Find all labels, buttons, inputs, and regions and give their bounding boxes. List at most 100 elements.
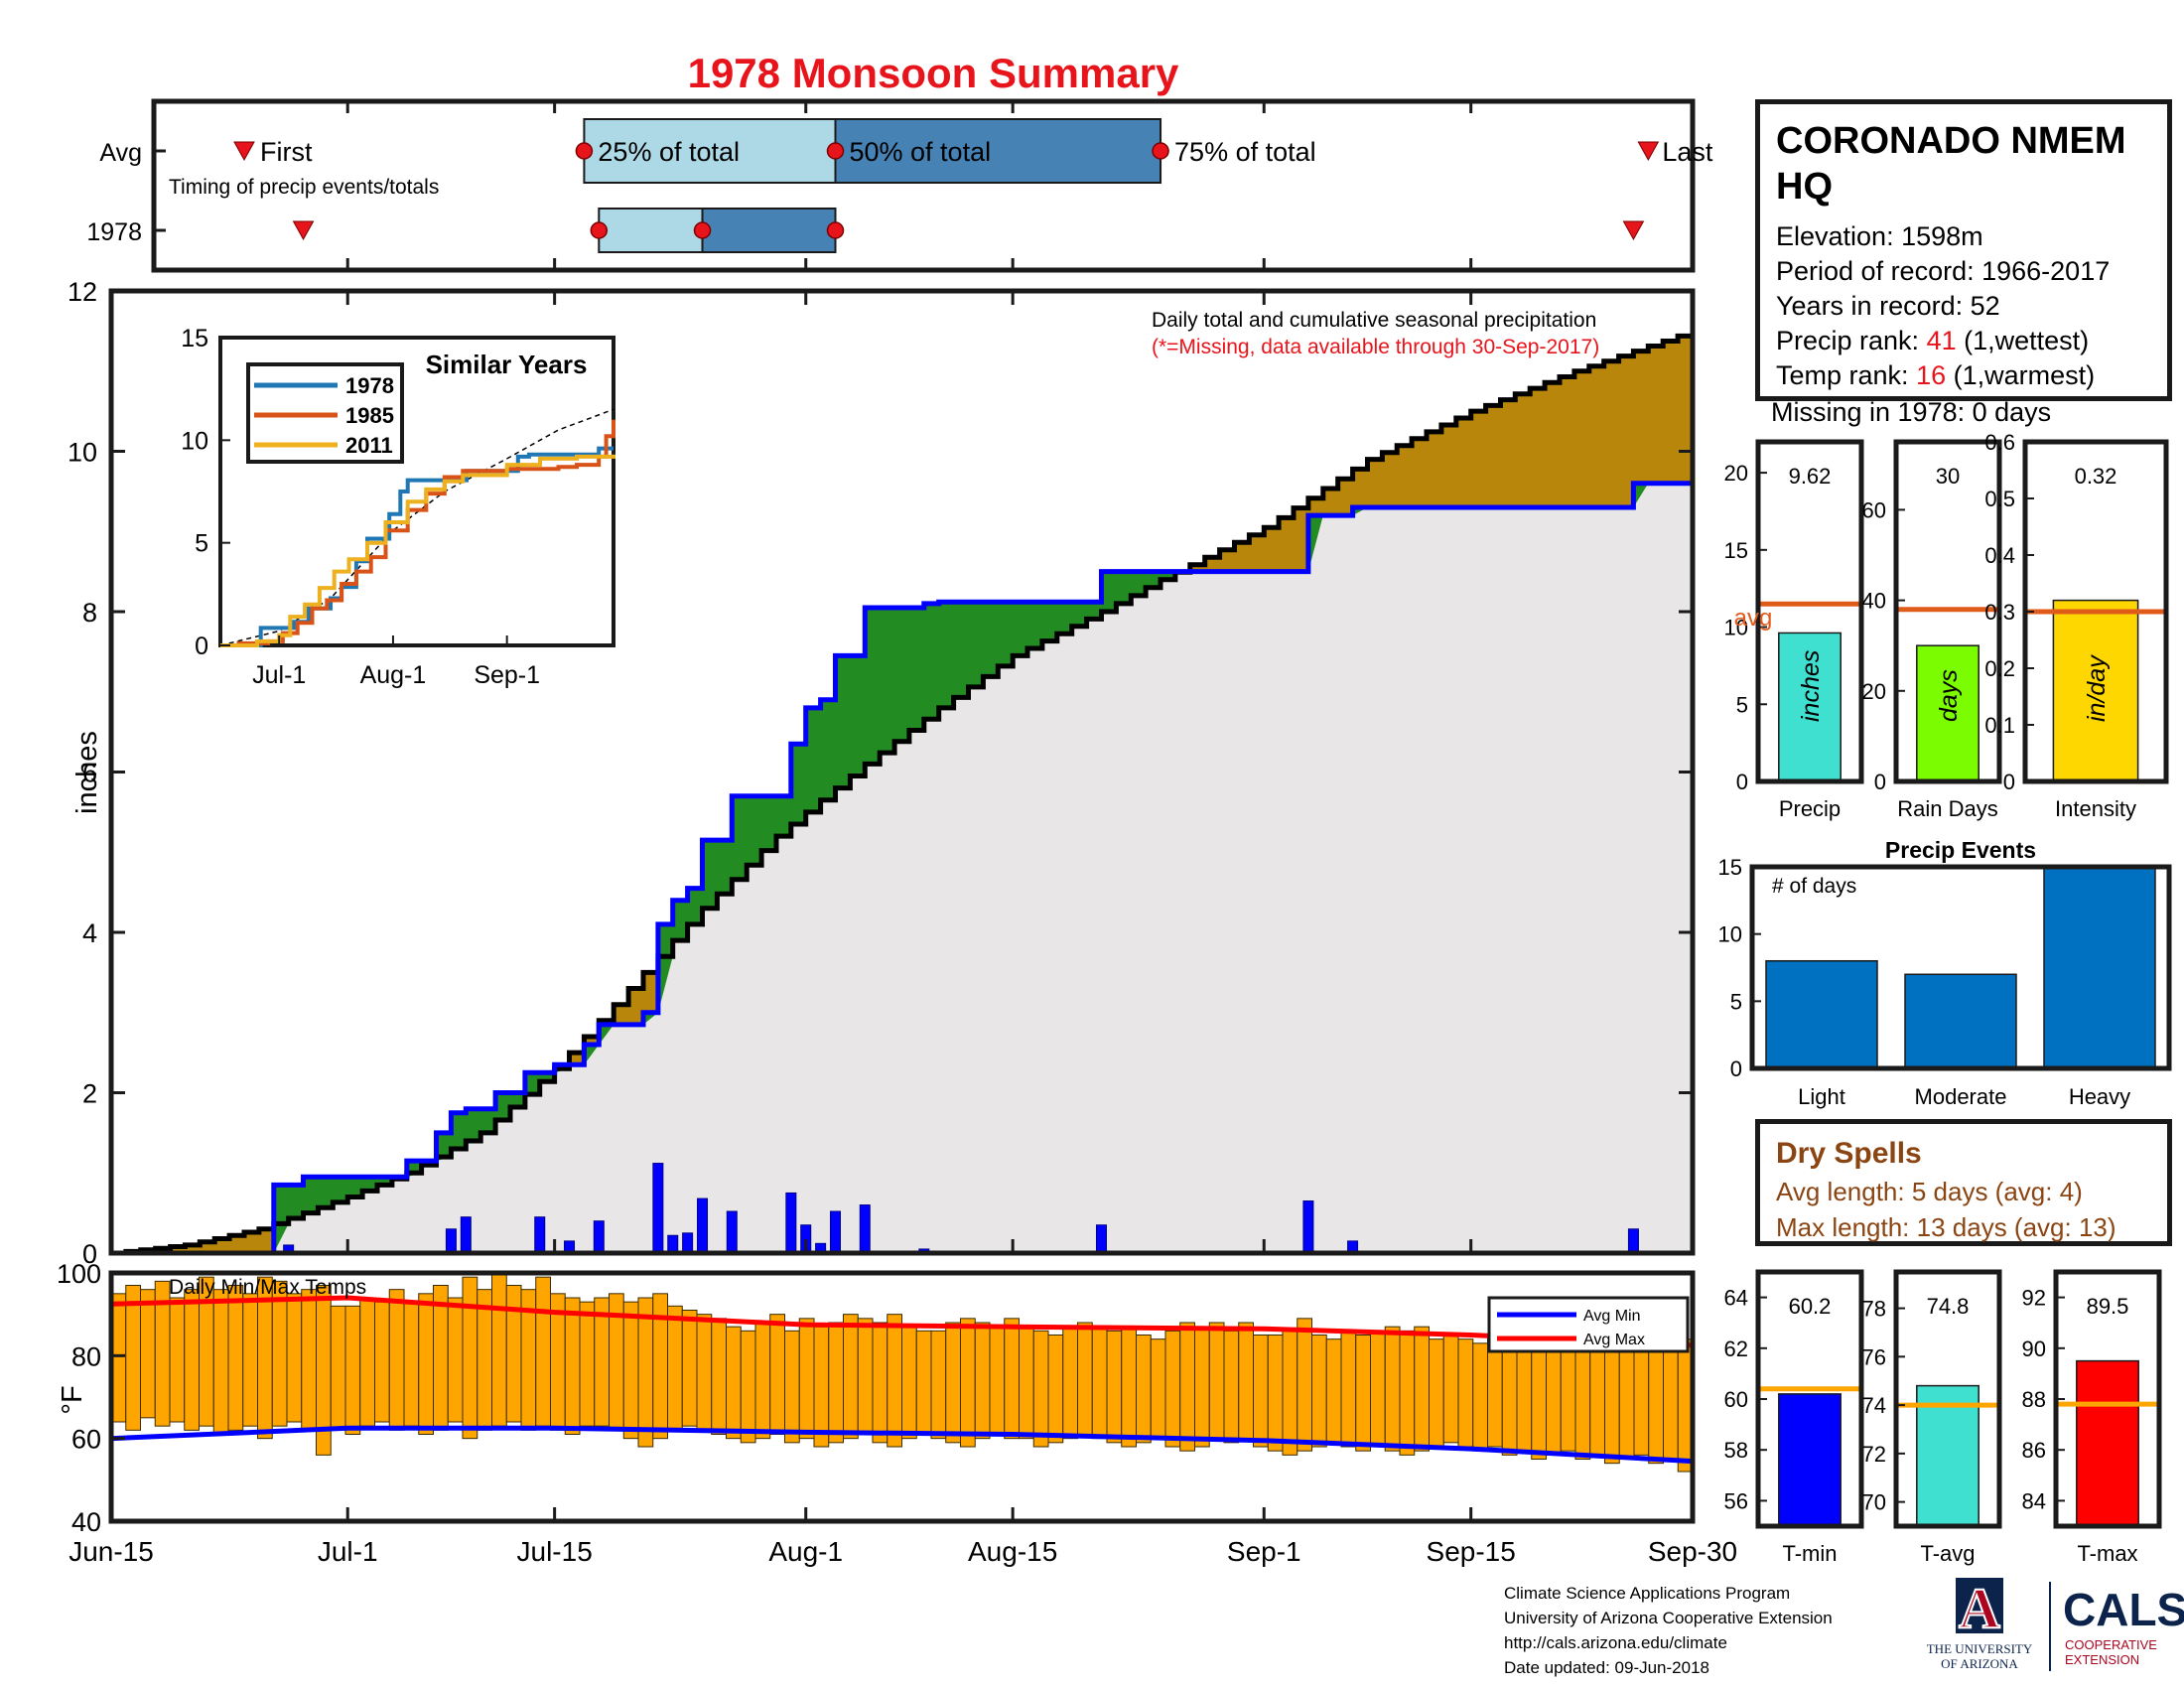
ua-logo-line1: THE UNIVERSITY [1927,1641,2033,1656]
tavg-summary-category-label: T-avg [1920,1541,1975,1566]
daily-precip-bar [460,1216,472,1254]
timing-avg-p50-marker [826,142,845,160]
temp-range-bar [872,1322,888,1444]
tmin-summary-ytick-label: 56 [1724,1488,1748,1513]
temp-range-bar [798,1318,815,1440]
precip-ytick-label: 4 [82,918,97,948]
temps-ytick-label: 60 [71,1425,101,1455]
precip-ytick-label: 12 [68,277,97,307]
temp-range-bar [535,1276,551,1427]
intensity-ytick-label: 0 [2003,770,2015,794]
tmax-summary-bar [2076,1359,2139,1527]
precip-avg-label: avg [1734,605,1773,632]
tavg-summary-bar [1916,1384,1979,1527]
intensity-value-label: 0.32 [2075,464,2117,489]
temp-range-bar [667,1305,683,1431]
temp-range-bar [1267,1335,1284,1452]
timing-avg-p25-marker [575,142,594,160]
tmax-summary-value-label: 89.5 [2087,1294,2129,1319]
temp-range-bar [828,1322,844,1444]
temp-range-bar [1297,1318,1312,1452]
temp-range-bar [887,1314,902,1448]
dry-spells-box: Dry Spells Avg length: 5 days (avg: 4) M… [1755,1119,2172,1246]
precip-events-bar-heavy [2043,866,2156,1069]
temp-range-bar [1164,1330,1181,1448]
tmin-summary-category-label: T-min [1783,1541,1838,1566]
temp-rank-note: (1,warmest) [1946,360,2096,390]
precip-total-frame [1755,439,1864,784]
temp-range-bar [1091,1326,1108,1440]
timing-avg-last-marker [1637,141,1660,162]
temp-range-bar [1019,1326,1034,1440]
temp-range-bar [901,1326,917,1440]
daily-precip-bar [593,1220,605,1254]
station-elevation: Elevation: 1598m [1776,221,1983,251]
timing-year-label: 1978 [86,218,142,246]
temp-range-bar [388,1289,405,1431]
inset-ytick-label: 15 [181,325,208,352]
avg-max-label: Avg Max [1583,1332,1645,1348]
temp-range-bar [286,1293,303,1423]
temps-ytick-label: 40 [71,1507,101,1537]
precip-annotation: Daily total and cumulative seasonal prec… [1152,309,1596,332]
tmin-summary-ytick-label: 62 [1724,1336,1748,1361]
footer-line2: University of Arizona Cooperative Extens… [1504,1609,1833,1627]
tmin-summary-ytick-label: 60 [1724,1387,1748,1412]
temp-range-bar [447,1297,464,1423]
inset-xtick-label: Jul-1 [252,661,306,689]
temp-range-bar [564,1297,581,1435]
temp-range-bar [681,1310,698,1427]
tavg-summary-ytick-label: 72 [1862,1442,1886,1467]
temp-range-bar [1546,1338,1562,1456]
temps-title: Daily Min/Max Temps [169,1276,366,1299]
station-temp-rank: Temp rank: 16 (1,warmest) [1776,358,2151,393]
temp-range-bar [622,1301,639,1440]
timing-year-p75-marker [826,221,845,239]
temp-range-bar [740,1330,756,1444]
precip-total-ytick-label: 0 [1736,770,1748,794]
date-xtick-label: Sep-15 [1427,1536,1516,1567]
precip-events-ytick-label: 10 [1718,922,1742,947]
cals-logo-line2: EXTENSION [2065,1652,2139,1667]
daily-precip-bar [652,1163,664,1254]
temps-legend [1487,1296,1690,1353]
temp-range-bar [1136,1335,1152,1444]
timing-p75-label: 75% of total [1174,137,1316,167]
footer-line4: Date updated: 09-Jun-2018 [1504,1658,1709,1677]
temp-range-bar [1633,1342,1650,1456]
tavg-summary-ytick-label: 70 [1862,1490,1886,1515]
temp-range-bar [1311,1335,1327,1448]
average-cumulative-line [111,331,1696,1256]
timing-year-box-50-75 [701,208,837,253]
footer-line3: http://cals.arizona.edu/climate [1504,1633,1727,1652]
rain-days-bar [1916,644,1979,782]
temp-range-bar [960,1318,976,1448]
date-xtick-label: Jul-15 [517,1536,593,1567]
date-xtick-label: Sep-1 [1227,1536,1301,1567]
temp-range-bar [227,1285,244,1431]
precip-total-ytick-label: 5 [1736,692,1748,717]
precip-ytick-label: 2 [82,1079,97,1109]
timing-year-box-25-50 [598,208,704,253]
tmax-summary-ytick-label: 84 [2022,1488,2046,1513]
precip-events-frame [1749,864,2172,1071]
temp-range-bar [1560,1342,1576,1452]
avg-max-line [110,1295,1694,1348]
temp-range-bar [637,1297,654,1448]
temp-range-bar [1150,1338,1166,1440]
temp-range-bar [1355,1335,1371,1452]
temp-range-bar [1648,1338,1664,1465]
temp-range-bar [1077,1322,1093,1435]
timing-last-label: Last [1662,137,1713,167]
timing-avg-box-25-50 [583,118,837,184]
tavg-summary-ytick-label: 76 [1862,1344,1886,1369]
precip-events-label-moderate: Moderate [1915,1084,2007,1109]
cals-logo-text: CALS [2063,1584,2184,1635]
temp-range-bar [930,1330,947,1440]
daily-precip-bar [859,1204,871,1254]
temp-range-bar [1004,1318,1020,1440]
date-xtick-label: Jun-15 [68,1536,154,1567]
daily-precip-bar [726,1210,738,1254]
daily-precip-bar [830,1210,842,1254]
avg-min-label: Avg Min [1583,1308,1641,1325]
